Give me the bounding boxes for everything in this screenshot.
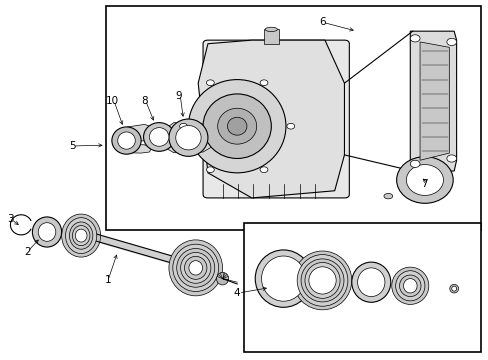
Ellipse shape — [180, 252, 210, 283]
Ellipse shape — [143, 123, 174, 151]
Ellipse shape — [261, 256, 305, 301]
Ellipse shape — [175, 126, 201, 150]
Ellipse shape — [297, 255, 347, 306]
FancyBboxPatch shape — [203, 40, 348, 198]
Ellipse shape — [351, 262, 390, 302]
Text: 5: 5 — [69, 141, 76, 151]
Ellipse shape — [396, 157, 452, 203]
Bar — [105, 6, 480, 230]
Circle shape — [260, 80, 267, 86]
Bar — [244, 223, 480, 352]
Ellipse shape — [176, 248, 214, 287]
Ellipse shape — [168, 240, 222, 296]
Ellipse shape — [403, 279, 416, 293]
Ellipse shape — [264, 27, 277, 32]
Ellipse shape — [184, 256, 206, 279]
Ellipse shape — [451, 286, 456, 291]
Ellipse shape — [449, 284, 458, 293]
Ellipse shape — [383, 193, 392, 199]
Ellipse shape — [72, 226, 90, 246]
Polygon shape — [198, 40, 344, 198]
Ellipse shape — [188, 261, 202, 275]
Ellipse shape — [188, 80, 285, 173]
Polygon shape — [118, 125, 152, 141]
Circle shape — [260, 167, 267, 172]
Ellipse shape — [75, 229, 87, 242]
Ellipse shape — [293, 251, 351, 310]
Polygon shape — [419, 42, 448, 160]
Ellipse shape — [399, 275, 420, 297]
Circle shape — [286, 123, 294, 129]
Ellipse shape — [32, 217, 61, 247]
Ellipse shape — [406, 165, 443, 195]
Ellipse shape — [38, 223, 56, 241]
Ellipse shape — [118, 132, 135, 149]
Bar — [264, 30, 278, 44]
Polygon shape — [166, 123, 210, 153]
Ellipse shape — [69, 222, 93, 249]
Ellipse shape — [149, 128, 168, 146]
Circle shape — [446, 39, 456, 45]
Ellipse shape — [172, 244, 218, 292]
Polygon shape — [122, 144, 152, 153]
Ellipse shape — [395, 271, 424, 301]
Ellipse shape — [168, 119, 207, 156]
Circle shape — [409, 160, 419, 167]
Ellipse shape — [203, 94, 271, 158]
Circle shape — [206, 167, 214, 172]
Ellipse shape — [301, 259, 343, 302]
Circle shape — [206, 80, 214, 86]
Circle shape — [446, 155, 456, 162]
Ellipse shape — [61, 214, 101, 257]
Ellipse shape — [112, 127, 141, 154]
Text: 4: 4 — [233, 288, 240, 298]
Text: 9: 9 — [175, 91, 182, 101]
Circle shape — [179, 123, 187, 129]
Text: 10: 10 — [106, 96, 119, 106]
Ellipse shape — [217, 108, 256, 144]
Ellipse shape — [216, 273, 228, 285]
Circle shape — [409, 35, 419, 42]
Polygon shape — [409, 31, 456, 171]
Ellipse shape — [391, 267, 428, 305]
Text: 8: 8 — [141, 96, 147, 106]
Ellipse shape — [227, 117, 246, 135]
Text: 7: 7 — [421, 179, 427, 189]
Text: 1: 1 — [104, 275, 111, 285]
Text: 6: 6 — [319, 17, 325, 27]
Text: 3: 3 — [7, 215, 14, 224]
Ellipse shape — [255, 250, 311, 307]
Ellipse shape — [357, 268, 384, 297]
Ellipse shape — [305, 262, 339, 298]
Text: 2: 2 — [24, 247, 31, 257]
Ellipse shape — [65, 218, 97, 253]
Ellipse shape — [308, 267, 335, 294]
